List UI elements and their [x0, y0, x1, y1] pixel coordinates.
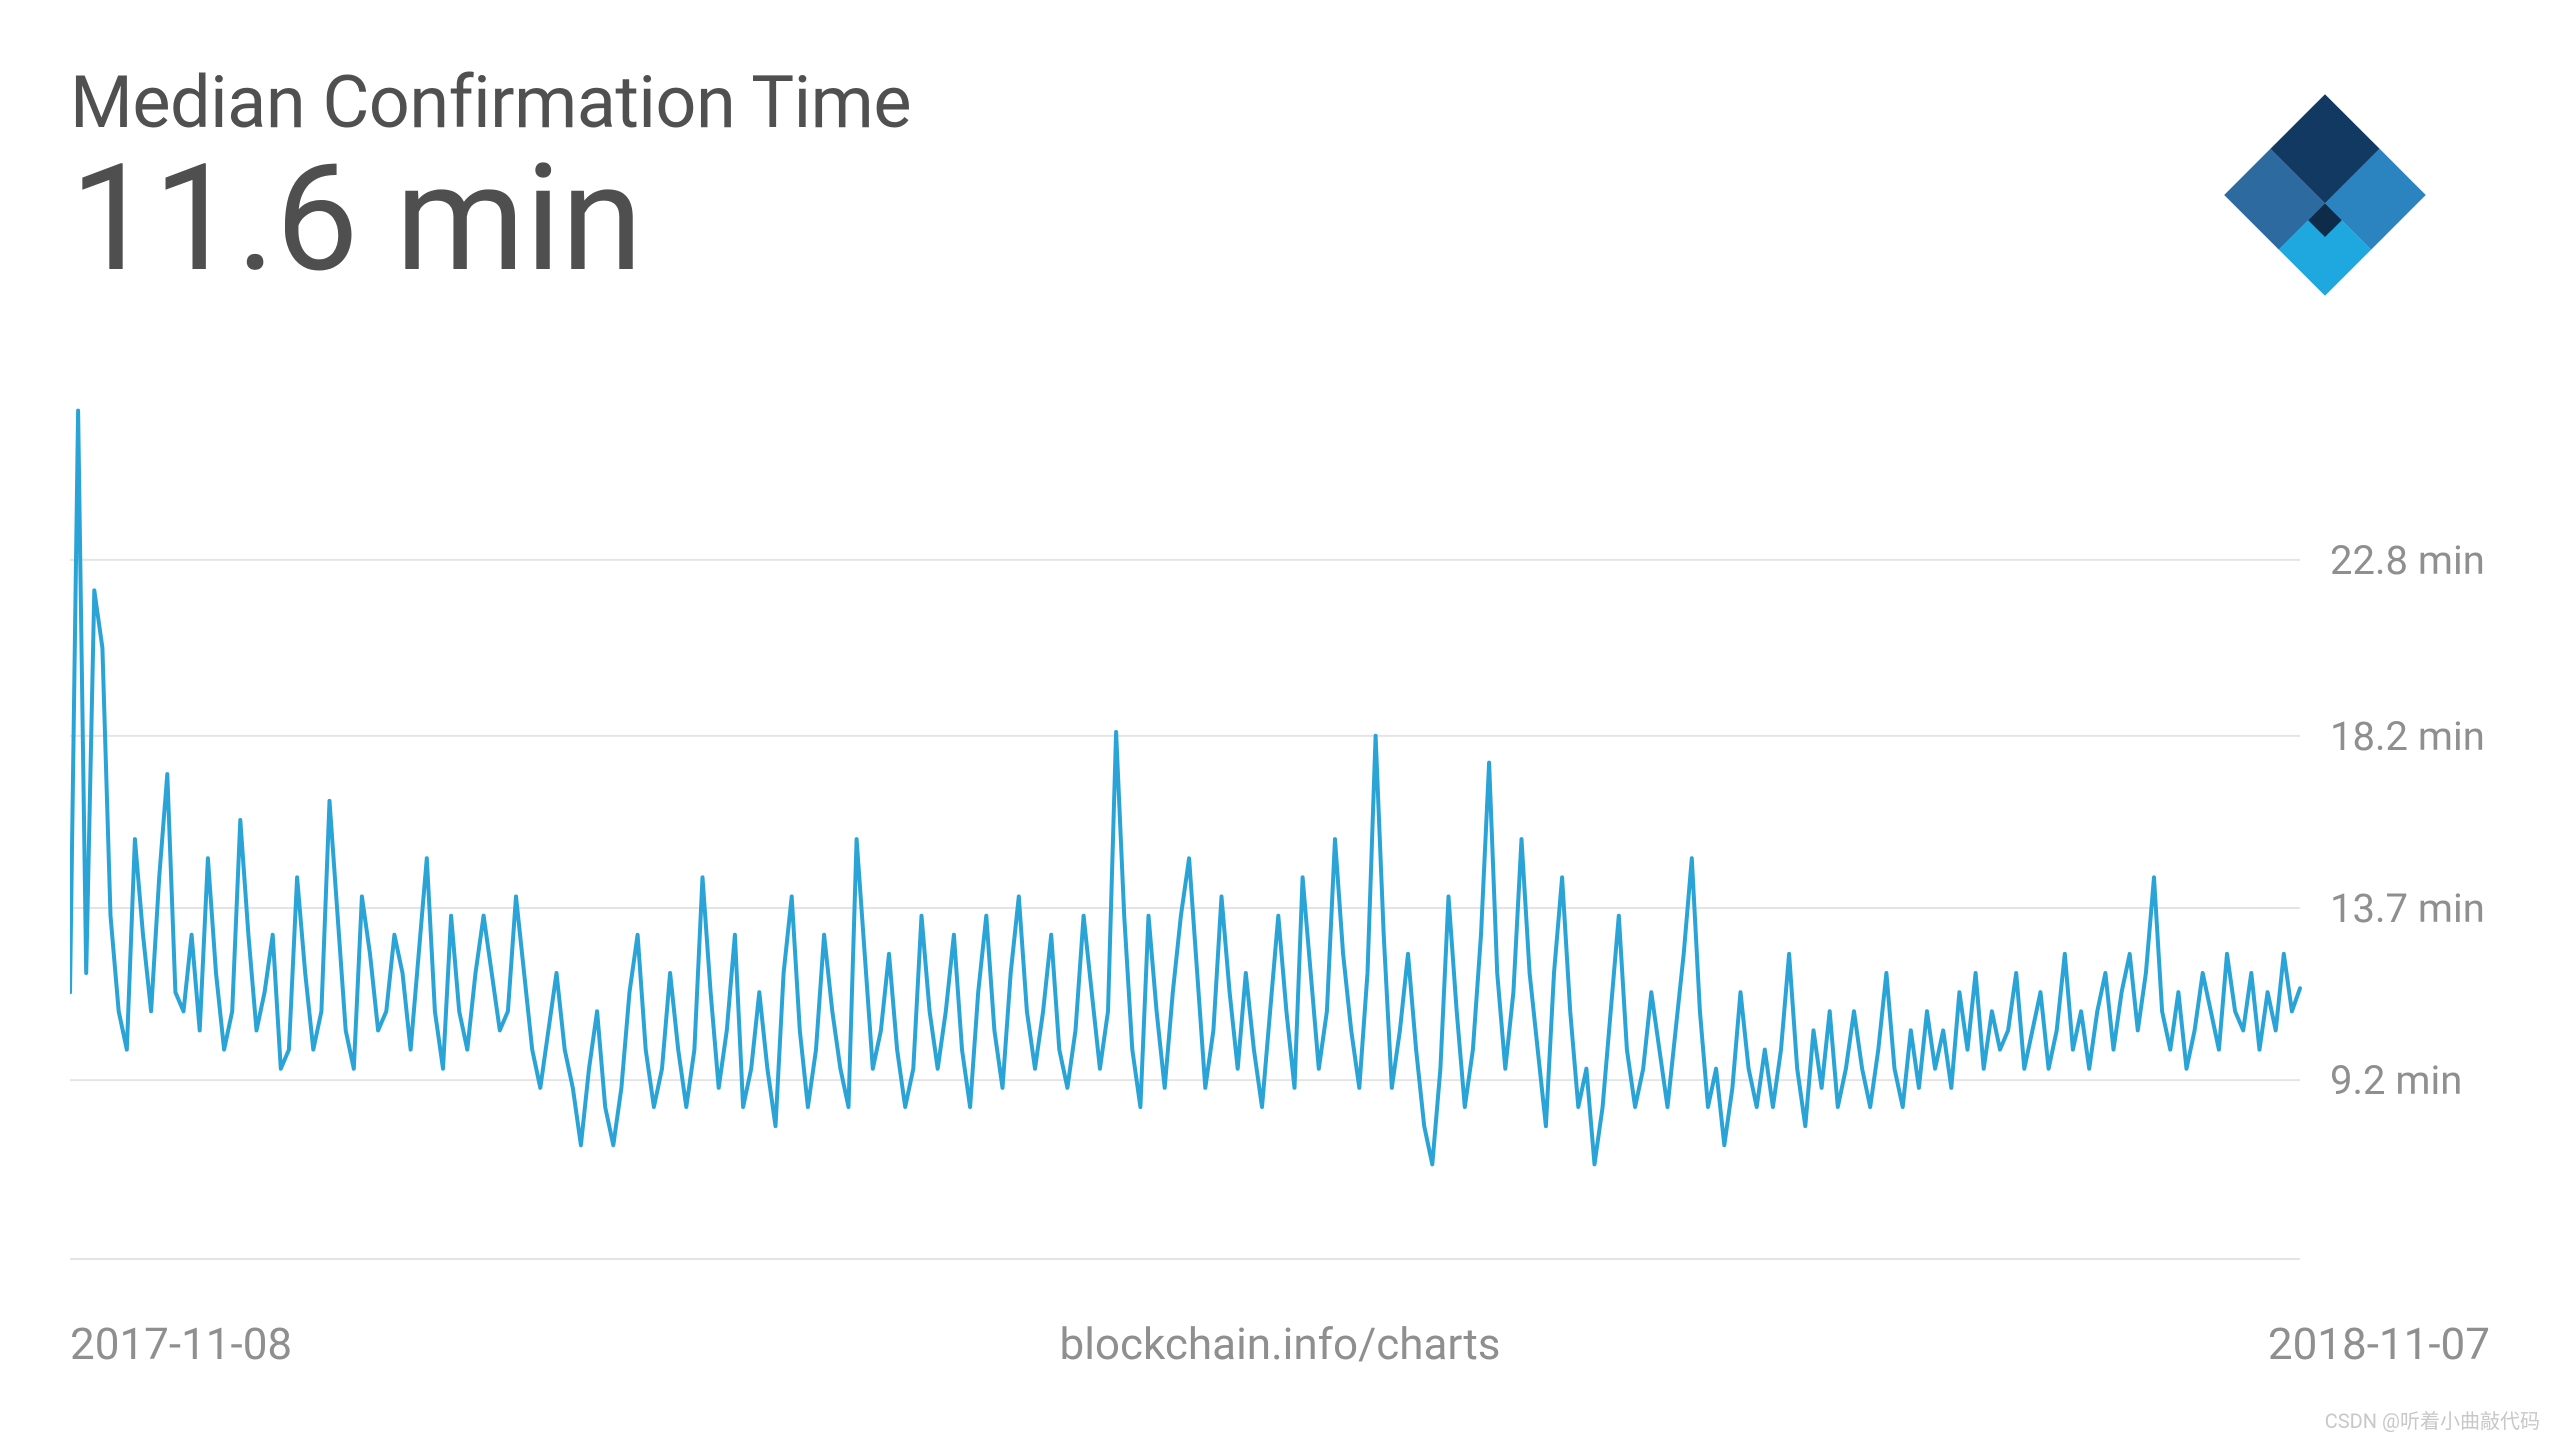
series-line	[70, 411, 2300, 1165]
watermark-text: CSDN @听着小曲敲代码	[2325, 1405, 2540, 1434]
x-axis: 2017-11-08 blockchain.info/charts 2018-1…	[70, 1318, 2490, 1370]
y-axis-tick-label: 13.7 min	[2330, 885, 2485, 932]
chart-current-value: 11.6 min	[70, 139, 2490, 302]
blockchain-logo-icon	[2220, 90, 2430, 304]
y-axis-tick-label: 22.8 min	[2330, 537, 2485, 584]
line-chart: 9.2 min 13.7 min 18.2 min 22.8 min	[70, 380, 2490, 1260]
x-axis-start-label: 2017-11-08	[70, 1318, 292, 1370]
y-axis-tick-label: 18.2 min	[2330, 713, 2485, 760]
y-axis-tick-label: 9.2 min	[2330, 1057, 2462, 1104]
chart-card: Median Confirmation Time 11.6 min 9.2 mi…	[0, 0, 2560, 1440]
x-axis-end-label: 2018-11-07	[2268, 1318, 2490, 1370]
chart-source-label: blockchain.info/charts	[1059, 1318, 1500, 1370]
